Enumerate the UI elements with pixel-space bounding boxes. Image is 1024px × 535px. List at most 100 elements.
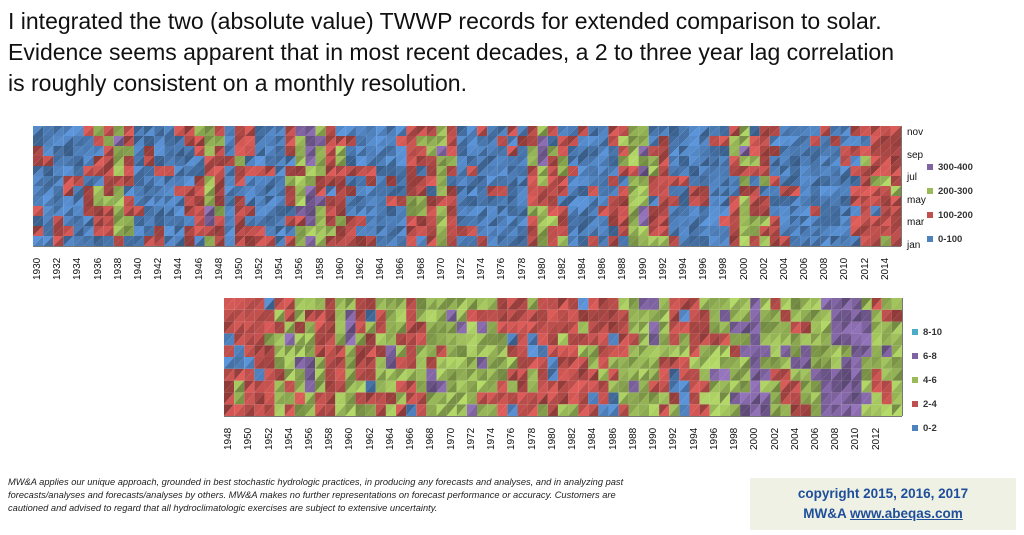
chart-1-cell xyxy=(689,176,700,186)
chart-1-cell xyxy=(376,176,387,186)
chart-2-cell xyxy=(578,392,589,405)
chart-2-cell xyxy=(588,357,599,369)
chart-2-cell xyxy=(375,298,386,310)
chart-1-cell xyxy=(426,236,437,246)
chart-2-cell xyxy=(254,333,265,346)
chart-1-cell xyxy=(255,216,266,226)
chart-2-cell xyxy=(557,404,569,416)
chart-1-cell xyxy=(608,136,619,146)
chart-1-cell xyxy=(840,176,851,186)
chart-1-cell xyxy=(749,226,760,236)
chart-1-y-tick-label: jul xyxy=(907,172,918,184)
chart-1-cell xyxy=(759,166,770,176)
chart-1-cell xyxy=(113,146,124,156)
chart-2-cell xyxy=(568,298,579,310)
chart-2-cell xyxy=(669,333,680,346)
chart-2-cell xyxy=(810,380,822,393)
chart-1-cell xyxy=(93,186,104,196)
chart-1-cell xyxy=(204,146,215,156)
chart-1-x-tick-label: 2006 xyxy=(799,257,811,280)
chart-1-cell xyxy=(416,136,427,146)
chart-1-cell xyxy=(638,206,649,216)
chart-2-cell xyxy=(881,298,892,310)
chart-1-cell xyxy=(154,146,165,156)
chart-2-cell xyxy=(396,357,407,369)
chart-1-cell xyxy=(416,156,427,166)
chart-2-cell xyxy=(527,404,538,416)
chart-2-x-tick-label: 2006 xyxy=(809,427,821,450)
chart-1-cell xyxy=(608,126,619,136)
chart-1-cell xyxy=(144,206,155,216)
chart-2-cell xyxy=(446,357,457,369)
chart-1-cell xyxy=(83,186,94,196)
chart-1-cell xyxy=(93,206,104,216)
chart-1-cell xyxy=(467,226,478,236)
chart-1-x-tick-label: 1994 xyxy=(678,257,689,280)
chart-1-cell xyxy=(345,206,356,216)
chart-2-cell xyxy=(699,368,710,381)
chart-1-cell xyxy=(870,186,881,196)
chart-1-cell xyxy=(567,146,579,156)
chart-1-cell xyxy=(214,136,225,146)
chart-2-cell xyxy=(497,357,508,369)
chart-1-cell xyxy=(517,206,528,216)
chart-1-cell xyxy=(507,126,518,136)
chart-1-cell xyxy=(557,196,568,206)
chart-2-cell xyxy=(507,357,518,369)
chart-1-cell xyxy=(113,206,124,216)
chart-2-cell xyxy=(456,392,467,405)
chart-2-cell xyxy=(517,380,528,393)
chart-2-cell xyxy=(527,404,538,416)
chart-1-cell xyxy=(789,186,801,196)
chart-2-cell xyxy=(517,404,528,416)
chart-2-cell xyxy=(638,333,650,346)
chart-1-cell xyxy=(729,156,740,166)
chart-2-cell xyxy=(659,298,670,310)
chart-1-cell xyxy=(133,156,145,166)
chart-2-cell xyxy=(476,392,488,405)
chart-1-cell xyxy=(174,196,185,206)
chart-1-cell xyxy=(103,226,114,236)
chart-2-cell xyxy=(426,392,437,405)
chart-1-cell xyxy=(658,196,669,206)
chart-2-cell xyxy=(780,333,791,346)
chart-1-cell xyxy=(224,136,235,146)
chart-1-cell xyxy=(43,126,54,136)
chart-1-cell xyxy=(255,126,266,136)
chart-1-cell xyxy=(144,156,155,166)
chart-1-cell xyxy=(234,166,245,176)
chart-2-cell xyxy=(649,357,660,369)
chart-1-cell xyxy=(295,146,306,156)
chart-2-cell xyxy=(325,404,336,416)
chart-1-cell xyxy=(557,156,568,166)
chart-1-cell xyxy=(194,176,205,186)
chart-2-cell xyxy=(264,392,275,405)
chart-2-cell xyxy=(740,321,751,334)
chart-2-cell xyxy=(740,345,751,357)
chart-1-cell xyxy=(335,196,346,206)
chart-2-cell xyxy=(598,392,609,405)
chart-2-cell xyxy=(598,368,609,381)
chart-2-cell xyxy=(355,357,366,369)
chart-2-cell xyxy=(446,404,457,416)
chart-1-cell xyxy=(204,156,215,166)
chart-1-cell xyxy=(487,126,498,136)
chart-2-cell xyxy=(881,404,892,416)
chart-2-cell xyxy=(881,392,892,405)
chart-2-cell xyxy=(608,380,619,393)
chart-1-cell xyxy=(588,166,599,176)
chart-2-cell xyxy=(831,345,842,357)
chart-1-cell xyxy=(265,216,276,226)
chart-2-cell xyxy=(841,333,852,346)
chart-2-cell xyxy=(325,298,336,310)
website-link[interactable]: www.abeqas.com xyxy=(849,506,963,521)
chart-1-cell xyxy=(628,236,639,246)
chart-1-cell xyxy=(43,146,54,156)
chart-1-cell xyxy=(840,156,851,166)
chart-1-cell xyxy=(285,126,296,136)
chart-1-cell xyxy=(386,126,397,136)
chart-1-cell xyxy=(113,176,124,186)
chart-1-cell xyxy=(668,176,679,186)
chart-1-cell xyxy=(275,176,286,186)
chart-2-cell xyxy=(628,345,639,357)
